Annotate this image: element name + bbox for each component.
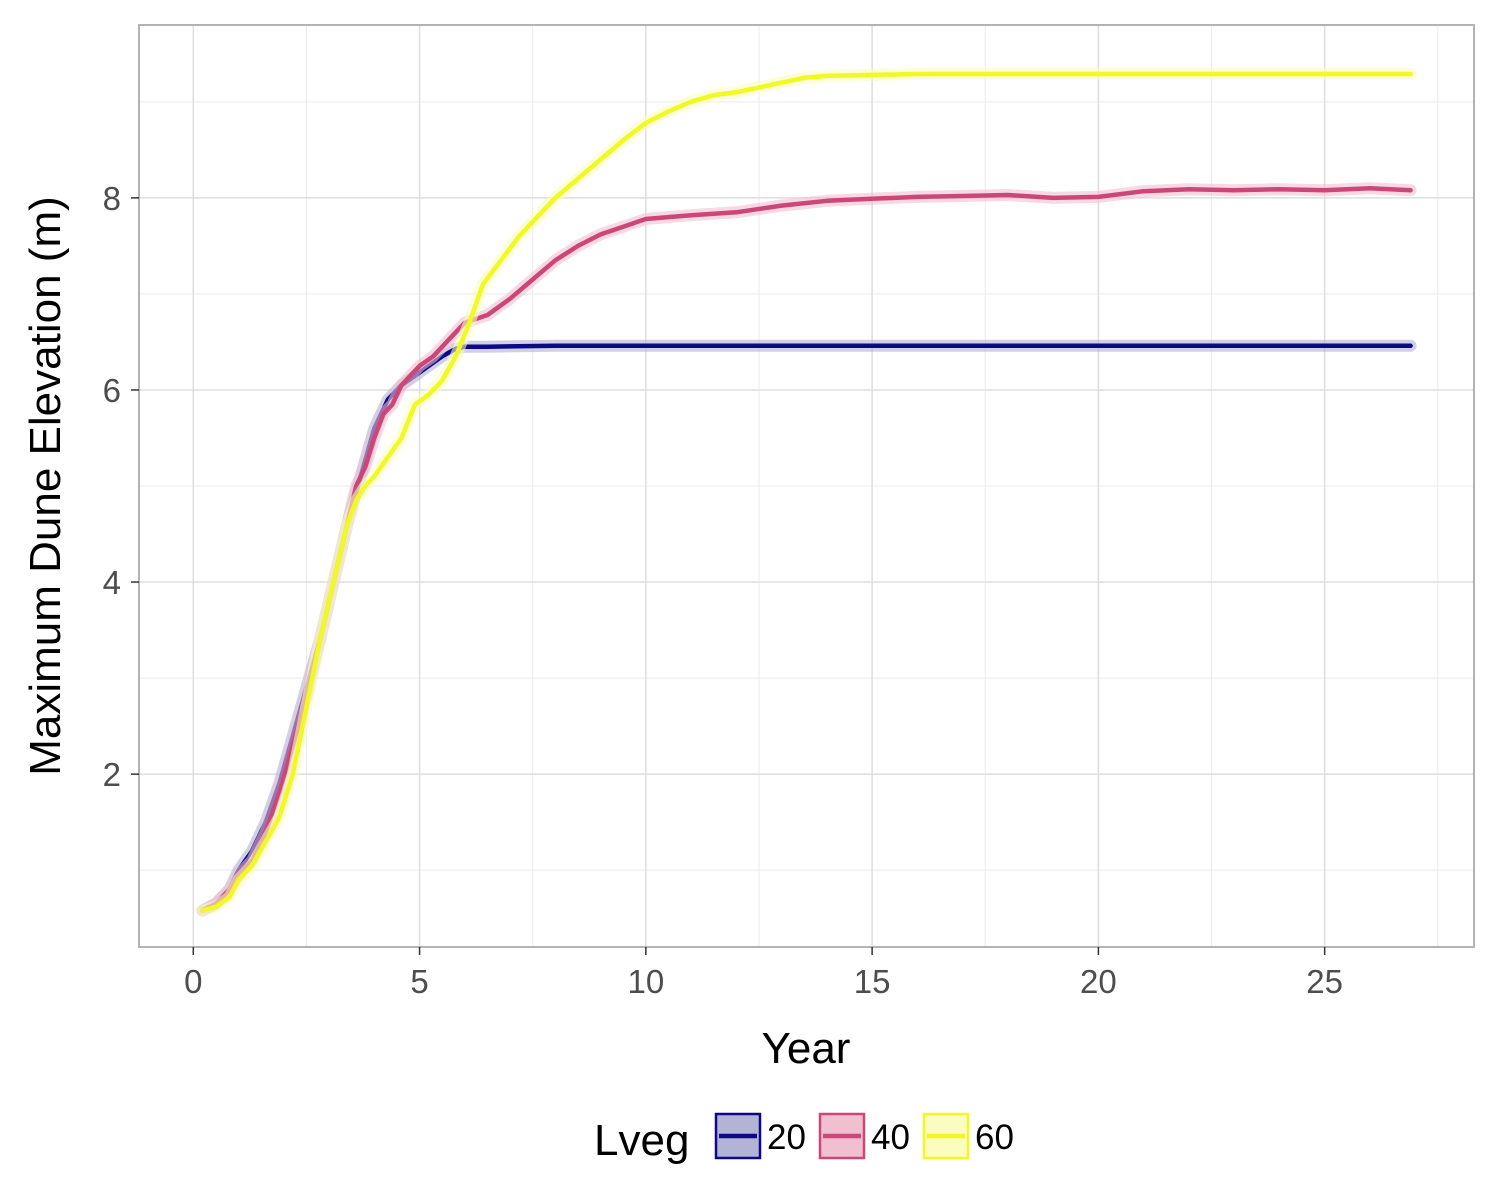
y-axis-title: Maximum Dune Elevation (m) xyxy=(21,196,70,776)
minor-gridlines xyxy=(139,25,1474,947)
x-tick-label: 15 xyxy=(854,963,891,1000)
legend: Lveg 20 40 60 xyxy=(594,1112,1014,1165)
x-tick-label: 10 xyxy=(627,963,664,1000)
legend-label-60: 60 xyxy=(975,1118,1014,1157)
x-tick-label: 25 xyxy=(1306,963,1343,1000)
y-axis-ticks: 2 4 6 8 xyxy=(103,180,139,793)
plot-border xyxy=(138,24,1475,948)
x-tick-label: 5 xyxy=(410,963,428,1000)
y-tick-label: 8 xyxy=(103,180,121,217)
y-tick-label: 6 xyxy=(103,372,121,409)
legend-items: 20 40 60 xyxy=(714,1112,1014,1160)
legend-label-20: 20 xyxy=(767,1118,806,1157)
series-layer xyxy=(196,68,1417,917)
series-60-line xyxy=(200,71,1413,913)
y-tick-label: 2 xyxy=(103,756,121,793)
legend-label-40: 40 xyxy=(871,1118,910,1157)
y-tick-label: 4 xyxy=(103,564,121,601)
x-tick-label: 0 xyxy=(184,963,202,1000)
legend-title: Lveg xyxy=(594,1116,689,1165)
x-tick-label: 20 xyxy=(1080,963,1117,1000)
x-axis-ticks: 0 5 10 15 20 25 xyxy=(184,947,1343,1000)
x-axis-title: Year xyxy=(762,1024,851,1073)
